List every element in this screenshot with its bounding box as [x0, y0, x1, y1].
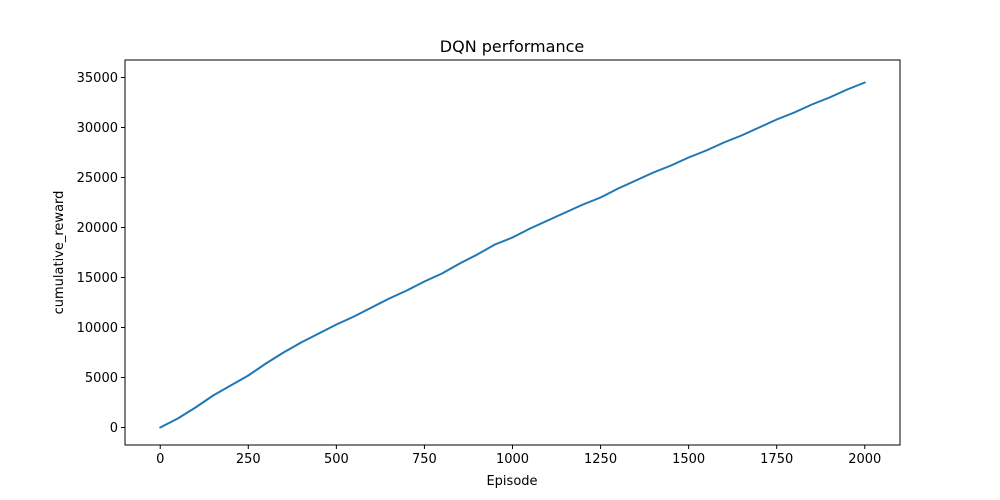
x-tick-label: 250 — [236, 452, 261, 467]
y-axis-label: cumulative_reward — [52, 191, 67, 315]
x-tick-label: 1250 — [584, 452, 617, 467]
x-tick-label: 1750 — [760, 452, 793, 467]
x-tick-label: 2000 — [848, 452, 881, 467]
y-tick-label: 15000 — [77, 271, 118, 286]
y-tick-label: 5000 — [85, 371, 118, 386]
y-tick-label: 0 — [110, 421, 118, 436]
y-tick-label: 30000 — [77, 121, 118, 136]
series-group — [159, 81, 866, 429]
x-tick-label: 500 — [324, 452, 349, 467]
y-axis: 0 5000 10000 15000 20000 25000 30000 35000 — [77, 71, 125, 436]
y-tick-label: 10000 — [77, 321, 118, 336]
x-tick-label: 1000 — [496, 452, 529, 467]
series-line — [159, 81, 866, 429]
y-tick-label: 25000 — [77, 171, 118, 186]
y-tick-label: 35000 — [77, 71, 118, 86]
y-tick-label: 20000 — [77, 221, 118, 236]
x-tick-label: 1500 — [672, 452, 705, 467]
x-tick-label: 750 — [412, 452, 437, 467]
plot-frame — [124, 59, 901, 446]
x-tick-label: 0 — [156, 452, 164, 467]
x-axis-label: Episode — [486, 474, 537, 489]
x-axis: 0 250 500 750 1000 1250 1500 1750 2000 — [156, 445, 881, 467]
chart-title: DQN performance — [440, 37, 584, 56]
